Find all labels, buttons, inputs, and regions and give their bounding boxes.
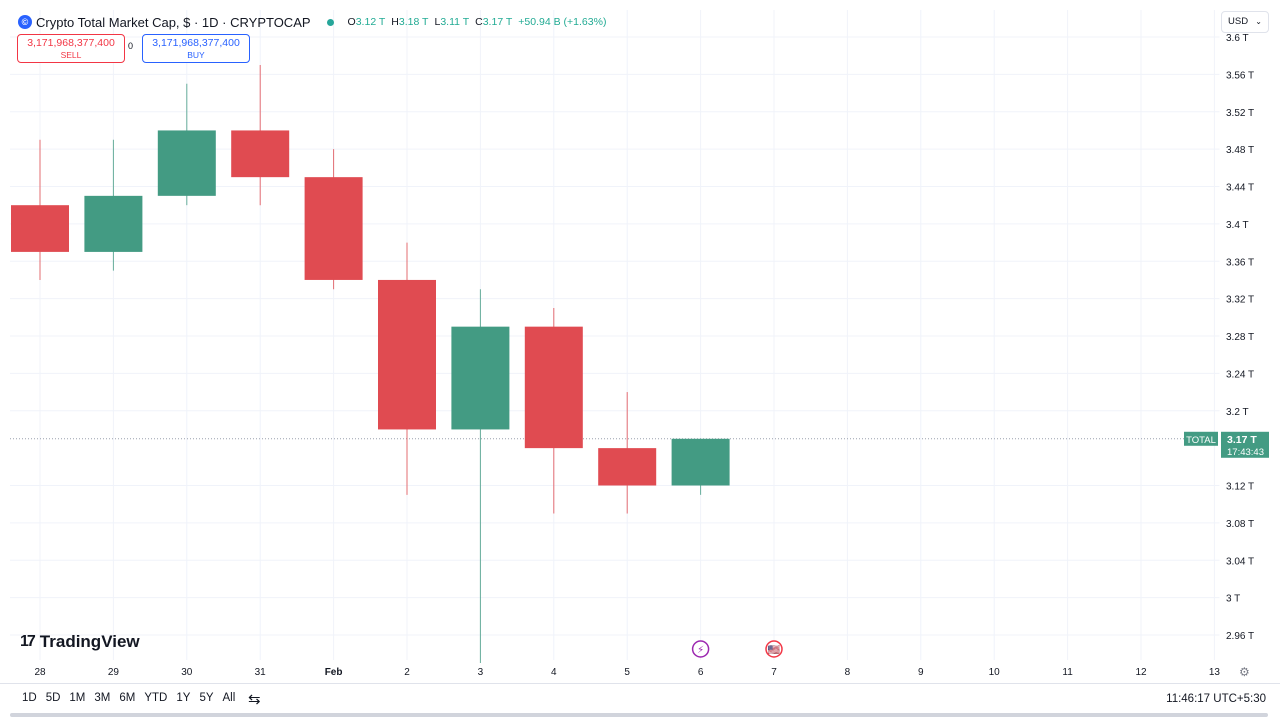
- y-tick-label: 3 T: [1226, 594, 1240, 605]
- open-value: 3.12 T: [355, 16, 386, 28]
- x-tick-label: 11: [1062, 667, 1073, 678]
- candle-down[interactable]: [304, 177, 363, 280]
- candle-up[interactable]: [157, 130, 216, 196]
- tradingview-wordmark: TradingView: [39, 632, 140, 651]
- y-tick-label: 3.56 T: [1226, 70, 1254, 81]
- currency-label: USD: [1228, 16, 1249, 27]
- us-flag-icon-glyph: 🇺🇸: [768, 644, 781, 656]
- x-tick-label: 29: [108, 667, 120, 678]
- y-tick-label: 3.48 T: [1226, 145, 1254, 156]
- currency-select[interactable]: USD ⌄: [1221, 11, 1269, 33]
- range-1d-button[interactable]: 1D: [22, 692, 37, 704]
- y-tick-label: 3.6 T: [1226, 33, 1249, 44]
- candle-down[interactable]: [378, 279, 436, 430]
- clock-display[interactable]: 11:46:17 UTC+5:30: [1166, 693, 1266, 705]
- y-tick-label: 3.52 T: [1226, 108, 1254, 119]
- x-tick-label: 30: [181, 667, 193, 678]
- bottom-toolbar: 1D 5D 1M 3M 6M YTD 1Y 5Y All ⇆ 11:46:17 …: [0, 683, 1280, 716]
- y-tick-label: 2.96 T: [1226, 631, 1254, 642]
- candle-down[interactable]: [524, 326, 583, 449]
- market-status-icon[interactable]: [326, 18, 334, 26]
- range-buttons: 1D 5D 1M 3M 6M YTD 1Y 5Y All: [22, 692, 235, 704]
- ohlc-values: O3.12 T H3.18 T L3.11 T C3.17 T +50.94 B…: [347, 16, 607, 28]
- symbol-logo-icon: ©: [18, 15, 32, 29]
- y-tick-label: 3.4 T: [1226, 220, 1249, 231]
- y-tick-label: 3.28 T: [1226, 332, 1254, 343]
- chart-header: © Crypto Total Market Cap, $ · 1D · CRYP…: [18, 13, 606, 31]
- range-6m-button[interactable]: 6M: [119, 692, 136, 704]
- last-price-value: 3.17 T: [1227, 434, 1257, 446]
- y-tick-label: 3.36 T: [1226, 257, 1254, 268]
- x-tick-label: 2: [404, 667, 410, 678]
- high-value: 3.18 T: [398, 16, 429, 28]
- x-tick-label: 10: [989, 667, 1001, 678]
- y-tick-label: 3.12 T: [1226, 482, 1254, 493]
- close-value: 3.17 T: [482, 16, 513, 28]
- symbol-label-badge: [1184, 431, 1218, 446]
- x-tick-label: 8: [845, 667, 851, 678]
- candle-down[interactable]: [598, 448, 657, 486]
- buy-price: 3,171,968,377,400: [152, 37, 240, 49]
- range-5y-button[interactable]: 5Y: [199, 692, 214, 704]
- us-flag-icon[interactable]: [765, 640, 783, 658]
- sell-label: SELL: [60, 50, 82, 60]
- candlestick-chart[interactable]: 3.6 T 3.56 T 3.52 T 3.48 T 3.44 T 3.4 T 3.36 T…: [0, 0, 1280, 683]
- horizontal-scrollbar[interactable]: [10, 713, 1268, 717]
- x-tick-label: 12: [1135, 667, 1147, 678]
- range-5d-button[interactable]: 5D: [45, 692, 61, 704]
- range-all-button[interactable]: All: [222, 692, 236, 704]
- x-tick-label: 31: [255, 667, 267, 678]
- tradingview-mark-icon: 17: [20, 633, 36, 650]
- y-tick-label: 3.04 T: [1226, 556, 1254, 567]
- x-tick-label: 9: [918, 667, 924, 678]
- sell-price: 3,171,968,377,400: [27, 37, 115, 49]
- symbol-label: TOTAL: [1186, 435, 1216, 446]
- buy-label: BUY: [187, 50, 205, 60]
- candle-up[interactable]: [451, 326, 510, 430]
- range-3m-button[interactable]: 3M: [94, 692, 111, 704]
- low-value: 3.11 T: [440, 16, 470, 28]
- range-1y-button[interactable]: 1Y: [176, 692, 191, 704]
- x-tick-label: 13: [1209, 667, 1221, 678]
- lightning-icon-glyph: ⚡: [697, 645, 704, 656]
- candle-down[interactable]: [231, 130, 290, 178]
- last-price-badge: [1221, 431, 1269, 458]
- countdown-timer: 17:43:43: [1227, 447, 1264, 458]
- buy-button[interactable]: 3,171,968,377,400 BUY: [142, 34, 250, 63]
- date-range-icon[interactable]: ⇆: [248, 691, 261, 708]
- x-tick-label: 28: [34, 667, 46, 678]
- chevron-down-icon: ⌄: [1255, 17, 1262, 26]
- y-tick-label: 3.44 T: [1226, 183, 1254, 194]
- x-tick-label: Feb: [325, 667, 343, 678]
- range-1m-button[interactable]: 1M: [69, 692, 86, 704]
- spread-value: 0: [128, 41, 134, 51]
- y-tick-label: 3.32 T: [1226, 295, 1254, 306]
- sell-button[interactable]: 3,171,968,377,400 SELL: [17, 34, 125, 63]
- y-tick-label: 3.24 T: [1226, 369, 1254, 380]
- x-tick-label: 3: [478, 667, 484, 678]
- settings-icon[interactable]: ⚙: [1239, 665, 1250, 679]
- lightning-icon[interactable]: [691, 640, 710, 658]
- x-tick-label: 7: [771, 667, 777, 678]
- x-tick-label: 4: [551, 667, 557, 678]
- y-tick-label: 3.2 T: [1226, 407, 1249, 418]
- x-tick-label: 6: [698, 667, 704, 678]
- y-tick-label: 3.08 T: [1226, 519, 1254, 530]
- change-value: +50.94 B (+1.63%): [518, 16, 607, 28]
- tradingview-logo[interactable]: 17 TradingView: [20, 632, 140, 652]
- x-tick-label: 5: [624, 667, 630, 678]
- range-ytd-button[interactable]: YTD: [144, 692, 168, 704]
- candle-up[interactable]: [84, 195, 143, 252]
- candle-down[interactable]: [11, 205, 69, 252]
- symbol-title[interactable]: Crypto Total Market Cap, $ · 1D · CRYPTO…: [36, 14, 311, 30]
- candle-up[interactable]: [671, 438, 730, 486]
